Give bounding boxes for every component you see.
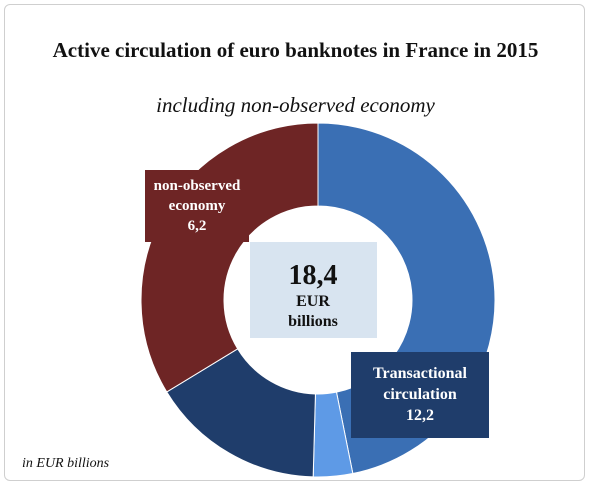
transactional-label-line2: circulation (383, 386, 457, 403)
non-observed-label-line1: non-observed (154, 178, 241, 194)
chart-title-text: Active circulation of euro banknotes in … (52, 38, 539, 62)
transactional-label-value: 12,2 (406, 407, 434, 424)
center-unit-line1: EUR (296, 293, 330, 310)
chart-subtitle: including non-observed economy (156, 93, 435, 117)
center-unit-line2: billions (288, 313, 338, 330)
non-observed-label-line2: economy (169, 198, 226, 214)
non-observed-label-value: 6,2 (188, 218, 207, 234)
footnote: in EUR billions (22, 456, 110, 471)
center-total-value: 18,4 (289, 260, 338, 291)
non-observed-label: non-observed economy 6,2 (145, 170, 249, 242)
transactional-label: Transactional circulation 12,2 (351, 352, 489, 438)
chart-title: Active circulation of euro banknotes in … (0, 36, 591, 64)
center-box (250, 242, 377, 338)
non-observed-label-box (145, 170, 249, 242)
transactional-label-line1: Transactional (373, 365, 467, 382)
transactional-label-box (351, 352, 489, 438)
